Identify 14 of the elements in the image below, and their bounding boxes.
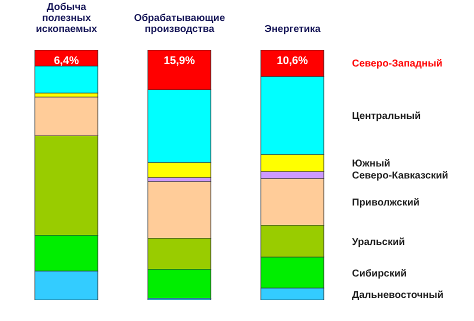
text: Северо-Кавказский <box>352 170 448 182</box>
data-label: 6,4% <box>54 55 80 67</box>
x-tick-label: Добыча полезных ископаемых <box>36 2 98 35</box>
data-label: 15,9% <box>164 55 196 67</box>
x-tick-label: Обрабатывающие производства <box>134 13 226 35</box>
x-tick-label: Энергетика <box>264 24 321 35</box>
data-label: 10,6% <box>276 55 308 67</box>
text: Южный <box>352 158 390 170</box>
text: Центральный <box>352 110 421 122</box>
text: Сибирский <box>352 268 407 280</box>
text: Уральский <box>352 236 405 248</box>
text: Приволжский <box>352 197 420 208</box>
text: Дальневосточный <box>352 290 444 301</box>
text: Северо-Западный <box>352 58 442 70</box>
